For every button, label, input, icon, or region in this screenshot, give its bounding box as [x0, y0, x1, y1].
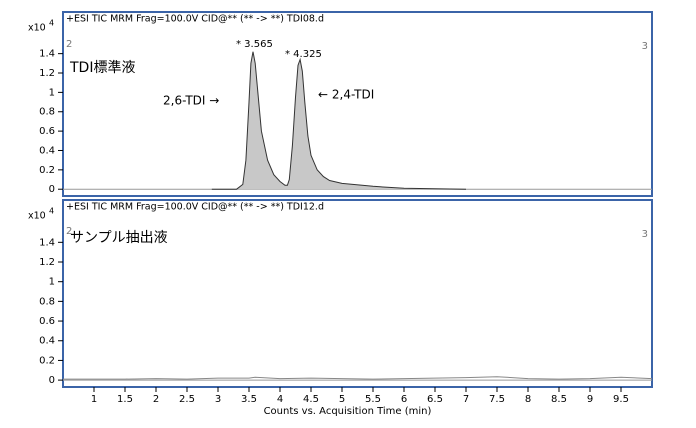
y-tick-label: 1.2 [39, 68, 55, 79]
panel-frame [62, 11, 653, 197]
y-tick-label: 1.4 [39, 49, 55, 60]
y-tick-label: 1.4 [39, 237, 55, 248]
x-tick-label: 3.5 [241, 394, 257, 405]
peak-area [211, 51, 466, 190]
y-tick-label: 0.4 [39, 145, 55, 156]
left-marker: 2 [66, 226, 72, 237]
y-scale-exp: 4 [49, 19, 54, 28]
panel-title: +ESI TIC MRM Frag=100.0V CID@** (** -> *… [66, 202, 324, 213]
x-tick-label: 7.5 [489, 394, 505, 405]
x-tick-label: 8.5 [551, 394, 567, 405]
x-tick-label: 4 [277, 394, 283, 405]
y-tick-label: 0.8 [39, 296, 55, 307]
x-axis-label: Counts vs. Acquisition Time (min) [264, 406, 432, 417]
x-tick-label: 9 [587, 394, 593, 405]
panel-title: +ESI TIC MRM Frag=100.0V CID@** (** -> *… [66, 14, 324, 25]
x-tick-label: 9.5 [613, 394, 629, 405]
y-scale-base: x10 [28, 211, 46, 222]
y-tick-label: 1 [49, 87, 55, 98]
y-tick-label: 0.4 [39, 336, 55, 347]
y-tick-label: 0.2 [39, 165, 55, 176]
x-tick-label: 8 [525, 394, 531, 405]
x-tick-label: 5.5 [365, 394, 381, 405]
trace-line [211, 51, 467, 190]
right-marker: 3 [642, 41, 648, 52]
y-tick-label: 1 [49, 277, 55, 288]
y-tick-label: 0.6 [39, 316, 55, 327]
x-tick-label: 7 [463, 394, 469, 405]
x-tick-label: 5 [339, 394, 345, 405]
x-tick-label: 6 [401, 394, 407, 405]
y-tick-label: 0 [49, 184, 55, 195]
y-scale-exp: 4 [49, 207, 54, 216]
right-marker: 3 [642, 229, 648, 240]
y-tick-label: 0 [49, 375, 55, 386]
trace-line [63, 376, 653, 380]
annotation: * 3.565 [236, 39, 273, 50]
panel-frame [62, 199, 653, 388]
y-tick-label: 0.8 [39, 107, 55, 118]
x-tick-label: 4.5 [303, 394, 319, 405]
annotation: ← 2,4-TDI [318, 88, 374, 102]
annotation: サンプル抽出液 [70, 230, 168, 246]
y-scale-base: x10 [28, 23, 46, 34]
y-tick-label: 0.6 [39, 126, 55, 137]
x-tick-label: 2 [153, 394, 159, 405]
x-tick-label: 2.5 [179, 394, 195, 405]
y-tick-label: 0.2 [39, 355, 55, 366]
y-tick-label: 1.2 [39, 257, 55, 268]
left-marker: 2 [66, 39, 72, 50]
annotation: * 4.325 [285, 49, 322, 60]
x-tick-label: 1.5 [117, 394, 133, 405]
annotation: TDI標準液 [69, 60, 135, 76]
x-tick-label: 3 [215, 394, 221, 405]
annotation: 2,6-TDI → [163, 94, 219, 108]
x-tick-label: 1 [91, 394, 97, 405]
x-tick-label: 6.5 [427, 394, 443, 405]
